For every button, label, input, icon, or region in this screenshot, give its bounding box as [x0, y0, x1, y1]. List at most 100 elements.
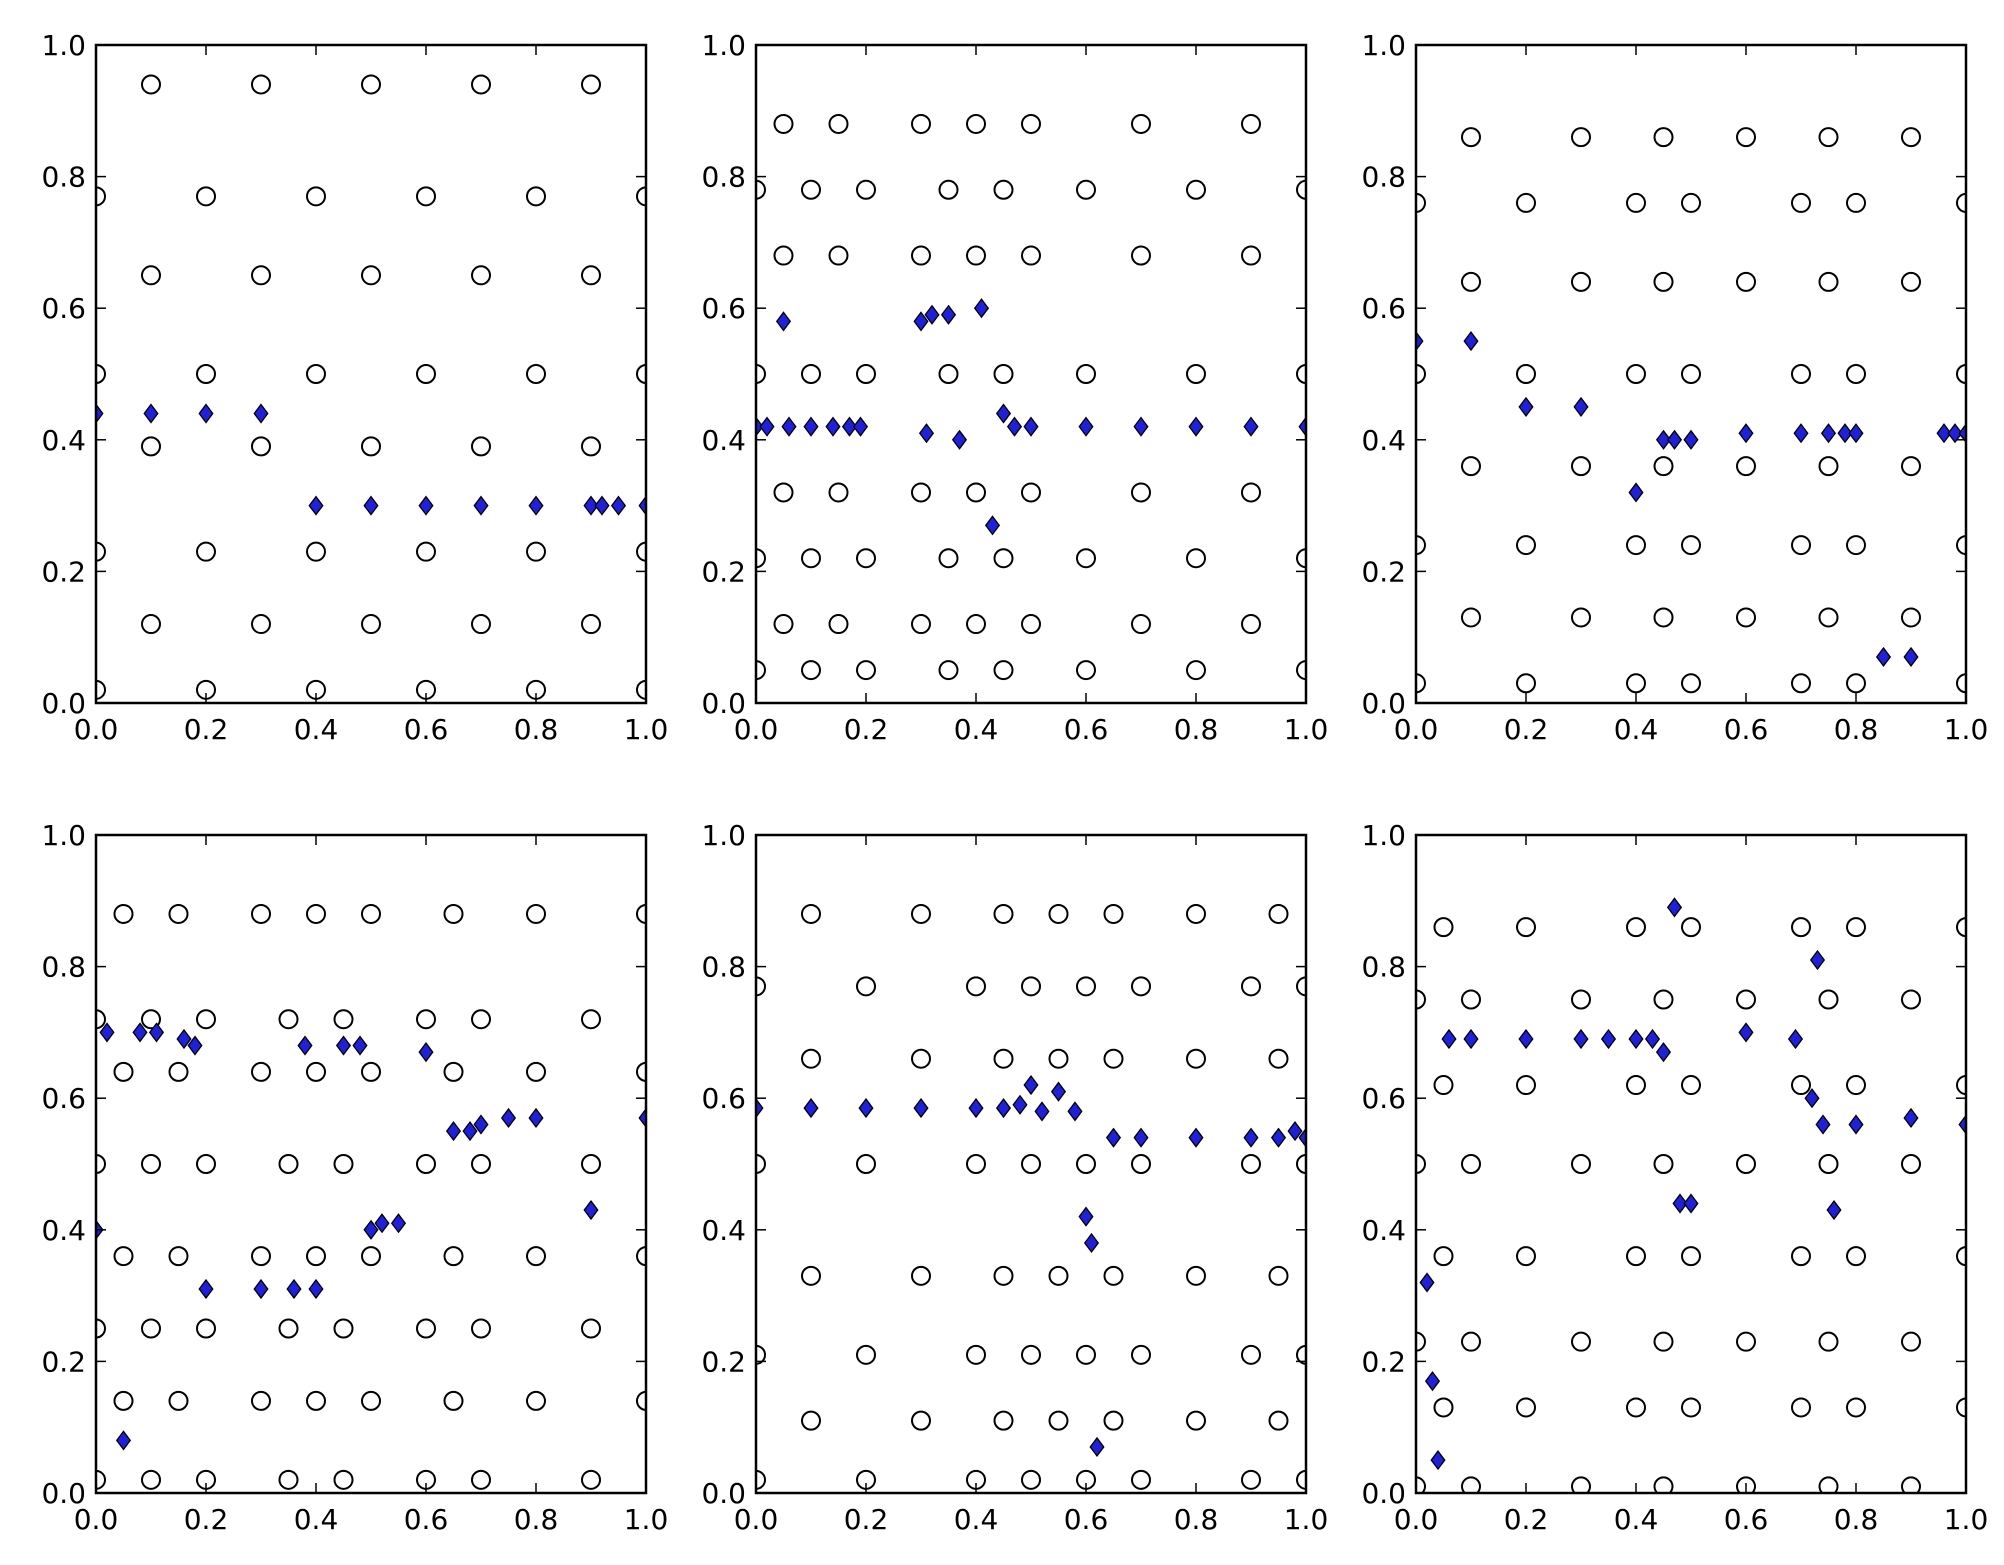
circle-point — [581, 1318, 601, 1339]
circle-point — [581, 614, 601, 635]
y-tick-label: 0.4 — [1361, 1214, 1406, 1247]
diamond-point — [418, 495, 434, 516]
diamond-point — [148, 1022, 165, 1043]
circle-point — [141, 265, 161, 286]
diamond-point — [1430, 1450, 1446, 1471]
y-tick-label: 0.0 — [701, 1477, 746, 1510]
circle-point — [443, 1246, 464, 1267]
y-tick-label: 0.8 — [701, 951, 746, 984]
circle-point — [1681, 192, 1701, 213]
axes-frame — [94, 833, 648, 1495]
circle-point — [1571, 607, 1591, 628]
diamond-point — [1958, 1114, 1966, 1135]
circle-point — [993, 1265, 1014, 1286]
circle-point — [801, 1410, 821, 1431]
circle-point — [1131, 245, 1151, 266]
circle-point — [1076, 1154, 1096, 1174]
diamond-point — [1188, 1127, 1204, 1148]
diamond-point — [1133, 416, 1149, 437]
diamond-point — [1672, 1193, 1688, 1214]
circle-point — [1956, 1075, 1966, 1096]
circle-point — [361, 265, 381, 286]
circle-point — [251, 614, 271, 635]
y-tick-label: 0.4 — [701, 1214, 746, 1247]
diamond-point — [1875, 646, 1892, 668]
diamond-point — [500, 1107, 517, 1129]
circle-point — [1076, 1344, 1096, 1365]
x-tick-label: 0.8 — [514, 1503, 559, 1536]
circle-point — [1653, 989, 1674, 1010]
diamond-point — [984, 515, 1001, 536]
x-tick-label: 1.0 — [1944, 713, 1989, 746]
circle-point — [1571, 989, 1591, 1010]
circle-point — [1186, 179, 1206, 200]
x-tick-label: 0.4 — [1614, 713, 1659, 746]
circle-point — [1626, 1075, 1646, 1096]
y-tick-label: 0.6 — [1361, 1082, 1406, 1115]
diamond-point — [1738, 1022, 1754, 1043]
circle-point — [113, 903, 134, 924]
circle-point — [526, 186, 546, 207]
circle-point — [361, 614, 381, 635]
circle-point — [96, 186, 106, 207]
diamond-point — [610, 495, 627, 516]
circle-point — [993, 548, 1014, 569]
circle-point — [911, 903, 931, 924]
x-tick-label: 0.4 — [1614, 1503, 1659, 1536]
circle-point — [1516, 535, 1536, 556]
circle-point — [1131, 1154, 1151, 1174]
x-tick-label: 1.0 — [624, 713, 669, 746]
circle-point — [1131, 976, 1151, 997]
circle-point — [1241, 976, 1261, 997]
y-tick-label: 0.4 — [41, 424, 86, 457]
circle-point — [1681, 1397, 1701, 1418]
circle-point — [756, 1154, 766, 1174]
circle-point — [1681, 1075, 1701, 1096]
diamond-point — [1936, 423, 1952, 444]
y-tick-label: 0.2 — [701, 555, 746, 588]
circle-point — [526, 541, 546, 562]
circle-point — [1296, 548, 1306, 569]
x-tick-label: 1.0 — [624, 1503, 669, 1536]
circle-point — [471, 436, 491, 457]
circle-point — [1021, 1344, 1041, 1365]
circle-point — [581, 74, 601, 95]
diamond-point — [1820, 423, 1837, 444]
diamond-point — [825, 416, 841, 437]
circle-point — [1516, 364, 1536, 384]
circle-point — [993, 179, 1014, 200]
diamond-point — [1416, 331, 1424, 352]
circle-point — [1956, 917, 1966, 938]
circle-point — [1791, 1246, 1811, 1267]
circle-point — [96, 541, 106, 562]
y-tick-label: 0.4 — [1361, 424, 1406, 457]
circle-point — [773, 113, 794, 134]
circle-point — [636, 903, 646, 924]
circle-point — [141, 74, 161, 95]
circle-point — [1131, 614, 1151, 635]
circle-point — [1433, 1246, 1454, 1267]
circle-point — [251, 74, 271, 95]
x-tick-label: 0.8 — [514, 713, 559, 746]
circle-point — [168, 1246, 189, 1267]
circle-point — [1103, 903, 1124, 924]
circle-point — [1791, 192, 1811, 213]
diamond-point — [390, 1213, 407, 1234]
circle-point — [1653, 456, 1674, 477]
circle-point — [1791, 1397, 1811, 1418]
y-tick-label: 0.0 — [1361, 687, 1406, 720]
circle-point — [471, 1318, 491, 1339]
circle-point — [526, 903, 546, 924]
diamond-point — [1848, 423, 1864, 444]
circle-point — [756, 179, 766, 200]
circle-point — [636, 1390, 646, 1411]
diamond-point — [363, 495, 379, 516]
circle-point — [1846, 364, 1866, 384]
circle-point — [251, 1061, 271, 1082]
diamond-point — [1683, 429, 1699, 450]
diamond-point — [1958, 423, 1966, 444]
x-tick-label: 0.0 — [74, 713, 119, 746]
y-tick-label: 0.0 — [41, 687, 86, 720]
diamond-point — [462, 1121, 478, 1142]
